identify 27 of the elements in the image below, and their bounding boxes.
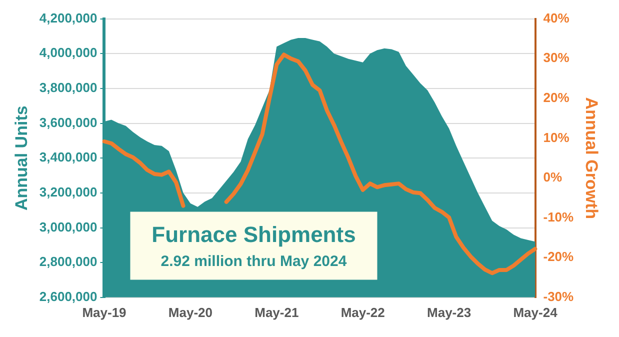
y2-tick-label: 20% <box>543 90 570 105</box>
y-tick-label: 3,800,000 <box>39 80 98 96</box>
x-tick-label: May-22 <box>340 304 385 320</box>
x-tick-label: May-20 <box>168 304 212 320</box>
y2-tick-label: 30% <box>543 50 570 66</box>
y-tick-label: 3,200,000 <box>39 184 98 200</box>
annotation: 2.92 million thru May 2024 <box>160 252 348 270</box>
y-tick-label: 2,800,000 <box>39 254 98 270</box>
y2-tick-label: -10% <box>543 209 574 224</box>
y2-tick-label: -30% <box>543 288 574 304</box>
y2-tick-label: 0% <box>543 170 562 185</box>
y-tick-label: 2,600,000 <box>39 288 98 304</box>
annotation: Furnace Shipments <box>152 222 356 247</box>
y-tick-label: 3,600,000 <box>39 114 98 130</box>
x-tick-label: May-21 <box>254 304 299 320</box>
x-tick-label: May-24 <box>513 304 558 320</box>
y-tick-label: 4,000,000 <box>39 45 98 60</box>
y-axis-title: Annual Units <box>12 106 31 211</box>
y2-axis-title: Annual Growth <box>582 97 602 220</box>
x-tick-label: May-23 <box>427 304 472 320</box>
y-tick-label: 3,400,000 <box>39 150 98 165</box>
y-tick-label: 3,000,000 <box>39 219 98 234</box>
y2-tick-label: -20% <box>543 249 574 264</box>
x-tick-label: May-19 <box>82 304 126 320</box>
y2-tick-label: 40% <box>543 10 570 26</box>
y-tick-label: 4,200,000 <box>39 10 98 26</box>
y2-tick-label: 10% <box>543 130 570 145</box>
